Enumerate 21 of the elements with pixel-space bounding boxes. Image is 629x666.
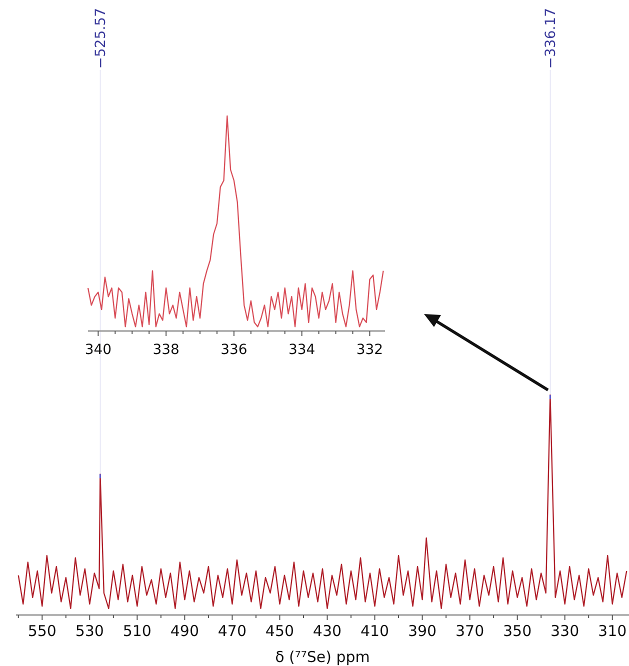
x-tick-label: 510 [122,622,152,640]
x-tick-label: 334 [288,342,316,358]
x-tick-label: 470 [218,622,247,640]
x-tick-label: 410 [360,622,390,640]
x-axis-title: δ (⁷⁷Se) ppm [275,648,370,666]
x-tick-label: 340 [84,342,112,358]
x-tick-label: 370 [455,622,484,640]
x-tick-label: 336 [220,342,248,358]
x-tick-label: 550 [28,622,56,640]
x-tick-label: 332 [356,342,384,358]
annotation: −525.57 [93,8,110,69]
x-tick-label: 330 [550,622,580,640]
annotation: −336.17 [543,8,560,69]
x-tick-label: 310 [598,622,627,640]
x-tick-label: 430 [312,622,342,640]
x-tick-label: 350 [503,622,532,640]
x-tick-label: 530 [75,622,104,640]
x-tick-label: 450 [265,622,294,640]
x-tick-label: 490 [170,622,200,640]
x-tick-label: 390 [408,622,437,640]
x-tick-label: 338 [152,342,180,358]
